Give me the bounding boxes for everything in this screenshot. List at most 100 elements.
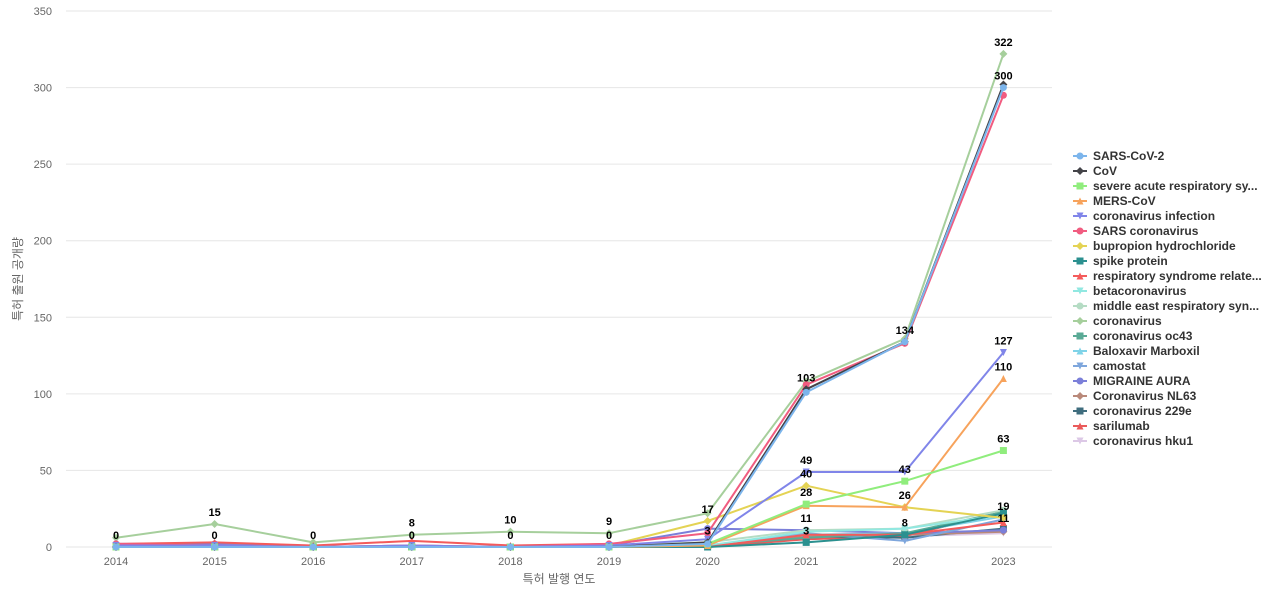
data-point <box>901 503 909 511</box>
data-point <box>605 543 613 551</box>
data-point <box>999 84 1007 92</box>
legend-item-migraine-aura[interactable]: MIGRAINE AURA <box>1073 374 1191 388</box>
data-point <box>407 530 416 539</box>
series-line <box>115 377 1005 548</box>
data-label: 0 <box>310 530 316 542</box>
data-point <box>211 543 219 551</box>
legend-item-severe-acute-respiratory-sy[interactable]: severe acute respiratory sy... <box>1073 179 1258 193</box>
data-point <box>408 543 416 551</box>
legend-label: betacoronavirus <box>1093 284 1187 298</box>
x-tick-label: 2021 <box>794 556 818 568</box>
data-label: 9 <box>606 516 612 528</box>
series-line <box>115 521 1005 548</box>
legend-item-respiratory-syndrome-relate[interactable]: respiratory syndrome relate... <box>1073 269 1262 283</box>
series-bupropion-hydrochloride <box>112 481 1008 551</box>
data-label: 8 <box>409 518 415 530</box>
data-point <box>901 477 909 485</box>
legend-item-betacoronavirus[interactable]: betacoronavirus <box>1073 284 1187 298</box>
data-point <box>999 513 1008 522</box>
series-sars-cov-2 <box>112 84 1007 551</box>
data-point <box>802 388 810 396</box>
data-point <box>802 531 810 539</box>
y-tick-label: 250 <box>34 159 52 171</box>
legend-item-sarilumab[interactable]: sarilumab <box>1073 419 1150 433</box>
data-point <box>506 527 515 536</box>
data-point <box>802 381 810 389</box>
x-tick-label: 2022 <box>893 556 917 568</box>
legend-marker <box>1076 317 1084 325</box>
data-point <box>703 509 712 518</box>
data-point <box>901 531 909 539</box>
legend-label: spike protein <box>1093 254 1168 268</box>
legend-label: coronavirus oc43 <box>1093 329 1193 343</box>
legend-item-mers-cov[interactable]: MERS-CoV <box>1073 194 1156 208</box>
legend-marker <box>1076 197 1084 205</box>
y-axis-title: 특허 출원 공개량 <box>11 237 25 321</box>
data-label: 43 <box>899 464 911 476</box>
data-label: 110 <box>995 362 1013 374</box>
y-tick-label: 150 <box>34 312 52 324</box>
data-label: 40 <box>800 469 812 481</box>
legend-marker <box>1076 242 1084 250</box>
legend-marker <box>1076 377 1084 385</box>
legend-label: MERS-CoV <box>1093 194 1156 208</box>
legend-label: SARS coronavirus <box>1093 224 1199 238</box>
data-point <box>901 525 909 533</box>
legend-marker <box>1076 332 1084 340</box>
legend-marker <box>1076 152 1084 160</box>
legend-item-bupropion-hydrochloride[interactable]: bupropion hydrochloride <box>1073 239 1236 253</box>
data-point <box>112 543 120 551</box>
x-tick-label: 2015 <box>202 556 226 568</box>
legend-item-coronavirus[interactable]: coronavirus <box>1073 314 1162 328</box>
legend-item-cov[interactable]: CoV <box>1073 164 1117 178</box>
legend-marker <box>1076 347 1084 355</box>
x-tick-label: 2018 <box>498 556 522 568</box>
data-point <box>704 540 712 548</box>
legend-marker <box>1076 437 1084 445</box>
legend-label: Coronavirus NL63 <box>1093 389 1197 403</box>
data-label: 15 <box>208 507 220 519</box>
data-label: 28 <box>800 487 812 499</box>
series-cov <box>112 80 1008 551</box>
data-label: 127 <box>994 336 1012 348</box>
legend-item-coronavirus-nl63[interactable]: Coronavirus NL63 <box>1073 389 1197 403</box>
legend-label: coronavirus <box>1093 314 1162 328</box>
data-point <box>999 509 1007 517</box>
legend-marker <box>1076 257 1084 265</box>
data-point <box>802 481 811 490</box>
legend-marker <box>1076 212 1084 220</box>
legend-item-spike-protein[interactable]: spike protein <box>1073 254 1168 268</box>
legend-item-coronavirus-infection[interactable]: coronavirus infection <box>1073 209 1215 223</box>
data-label: 8 <box>902 518 908 530</box>
legend-item-sars-coronavirus[interactable]: SARS coronavirus <box>1073 224 1199 238</box>
legend-item-coronavirus-oc43[interactable]: coronavirus oc43 <box>1073 329 1193 343</box>
legend-item-sars-cov-2[interactable]: SARS-CoV-2 <box>1073 149 1165 163</box>
series-line <box>115 86 1005 548</box>
data-point <box>802 500 810 508</box>
y-tick-label: 300 <box>34 83 52 95</box>
data-point <box>703 516 712 525</box>
data-point <box>901 537 909 545</box>
data-point <box>802 538 810 546</box>
legend-item-coronavirus-hku1[interactable]: coronavirus hku1 <box>1073 434 1193 448</box>
x-tick-label: 2016 <box>301 556 325 568</box>
data-label: 17 <box>701 504 713 516</box>
data-point <box>999 375 1007 383</box>
legend-item-baloxavir-marboxil[interactable]: Baloxavir Marboxil <box>1073 344 1200 358</box>
legend-item-camostat[interactable]: camostat <box>1073 359 1146 373</box>
data-label: 11 <box>800 513 812 525</box>
data-label: 0 <box>507 530 513 542</box>
legend-item-middle-east-respiratory-syn[interactable]: middle east respiratory syn... <box>1073 299 1259 313</box>
legend-marker <box>1076 227 1084 235</box>
data-label: 0 <box>212 530 218 542</box>
data-point <box>506 543 514 551</box>
data-point <box>901 338 909 346</box>
data-point <box>309 543 317 551</box>
legend-marker <box>1076 287 1084 295</box>
legend-marker <box>1076 362 1084 370</box>
legend-item-coronavirus-229e[interactable]: coronavirus 229e <box>1073 404 1192 418</box>
legend-marker <box>1076 182 1084 190</box>
legend-marker <box>1076 392 1084 400</box>
